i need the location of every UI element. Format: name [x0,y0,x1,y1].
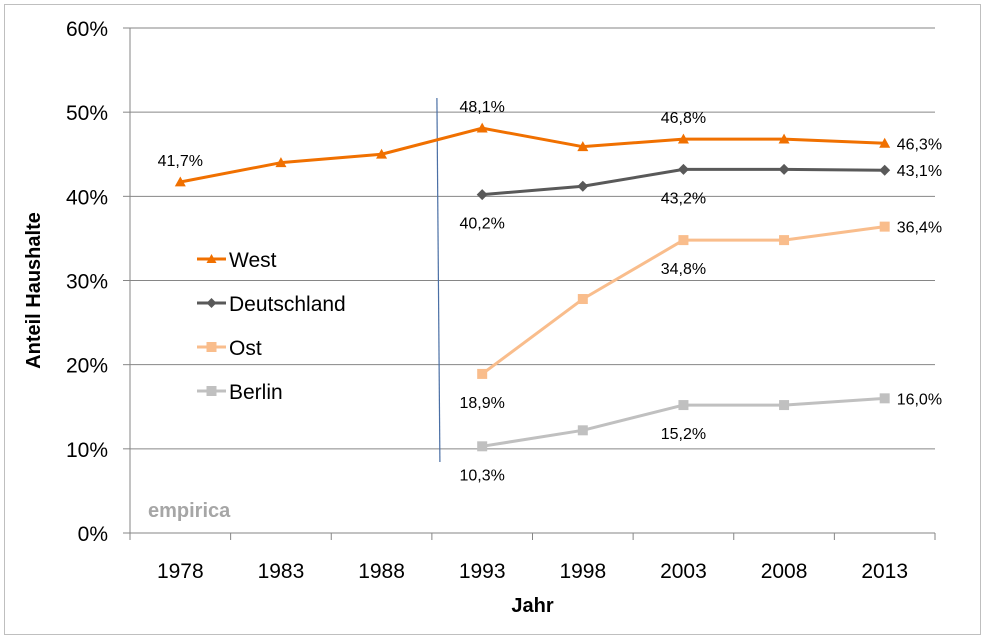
data-point-west [677,133,689,144]
data-point-deutschland [879,164,891,176]
data-point-west [476,122,488,133]
x-tick-label: 1988 [358,560,405,583]
legend-label-ost: Ost [229,337,262,360]
data-point-deutschland [577,180,589,192]
data-point-deutschland [677,163,689,175]
data-point-berlin [779,400,790,411]
separator-line [436,97,441,463]
data-point-west [577,141,589,152]
data-label-berlin: 15,2% [661,426,706,443]
data-label-ost: 18,9% [460,395,505,412]
data-point-ost [577,294,588,305]
y-tick-label: 50% [66,102,108,125]
x-tick-label: 2013 [861,560,908,583]
data-label-deutschland: 43,2% [661,190,706,207]
legend-marker-berlin [206,386,217,396]
series-line-ost [481,225,885,376]
data-point-berlin [477,441,488,452]
data-point-deutschland [476,189,488,201]
data-point-berlin [678,400,689,411]
data-point-berlin [879,393,890,404]
legend-label-deutschland: Deutschland [229,293,346,316]
data-point-ost [879,221,890,232]
data-point-west [174,176,186,187]
x-tick-label: 2003 [660,560,707,583]
data-point-ost [678,235,689,246]
x-tick-label: 2008 [761,560,808,583]
legend-label-berlin: Berlin [229,381,283,404]
legend-marker-ost [206,342,217,352]
data-point-ost [779,235,790,246]
y-tick-label: 20% [66,355,108,378]
data-point-west [879,137,891,148]
data-point-west [376,148,388,159]
data-label-west: 48,1% [460,99,505,116]
x-tick-label: 1998 [559,560,606,583]
data-label-ost: 36,4% [897,220,942,237]
data-label-berlin: 10,3% [460,467,505,484]
y-tick-label: 30% [66,271,108,294]
x-tick-label: 1978 [157,560,204,583]
watermark-text: empirica [148,500,231,522]
data-point-west [275,157,287,168]
legend-marker-deutschland [206,298,217,308]
series-line-west [180,126,885,184]
data-label-berlin: 16,0% [897,391,942,408]
legend-label-west: West [229,249,277,272]
data-label-west: 41,7% [158,153,203,170]
data-point-ost [477,368,488,379]
data-label-west: 46,3% [897,136,942,153]
data-label-deutschland: 40,2% [460,216,505,233]
y-tick-label: 60% [66,18,108,41]
data-label-west: 46,8% [661,110,706,127]
legend-marker-west [206,254,217,263]
data-label-ost: 34,8% [661,261,706,278]
chart-frame [4,4,981,635]
data-point-west [778,133,790,144]
y-axis-title: Anteil Haushalte [23,212,45,369]
x-axis-title: Jahr [511,595,553,617]
data-point-deutschland [778,163,790,175]
data-label-deutschland: 43,1% [897,163,942,180]
y-tick-label: 0% [78,523,108,546]
x-tick-label: 1983 [258,560,305,583]
y-tick-label: 10% [66,439,108,462]
x-tick-label: 1993 [459,560,506,583]
y-tick-label: 40% [66,186,108,209]
data-point-berlin [577,425,588,436]
